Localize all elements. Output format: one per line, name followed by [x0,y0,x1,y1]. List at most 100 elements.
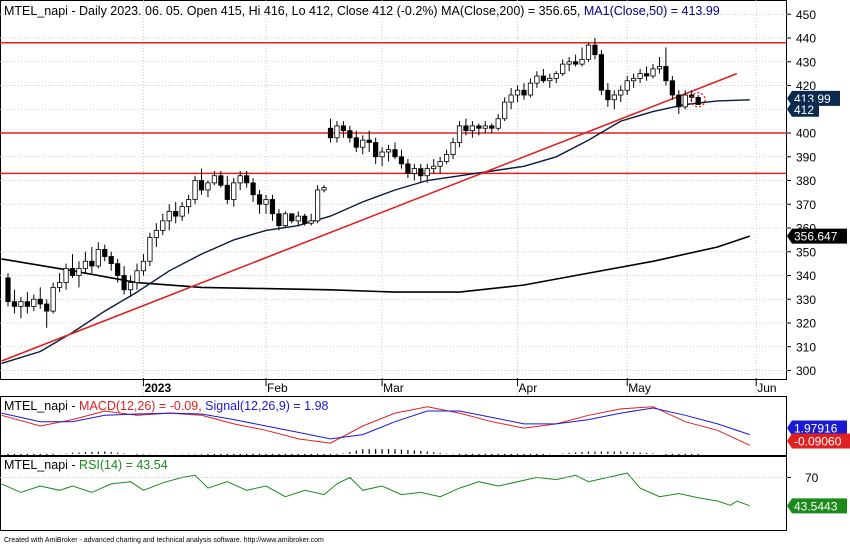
candle [76,261,82,288]
candle-body [392,149,398,158]
date-label-Jun: Jun [757,381,776,395]
candle-body [282,213,288,227]
candle [650,64,656,79]
trendline [1,72,738,362]
candle-body [102,248,108,257]
candle-body [308,220,314,224]
candle [276,209,282,231]
candle-body [643,73,650,77]
candle [437,156,443,174]
candle-body [302,215,308,224]
candle [566,57,572,72]
candle [185,194,192,214]
candles [5,38,701,328]
candle [663,47,669,86]
candle [31,294,37,312]
candle [37,287,43,309]
candle [527,78,534,98]
candle-body [624,80,630,91]
rsi-line [1,472,750,507]
macd-flag-signal-text: 1.97916 [794,422,838,436]
candle-body [211,175,217,184]
candle-body [443,153,450,162]
macd-title: MTEL_napi - MACD(12,26) = -0.09, Signal(… [4,399,329,413]
candle-body [521,89,527,96]
price-flag-1: 412 [787,101,819,117]
candle [521,83,527,100]
candle-body [663,66,669,82]
candle [579,47,585,67]
candle-body [418,168,424,177]
candle [598,49,605,95]
date-label-May: May [628,381,651,395]
candle [224,175,230,205]
candle [456,121,463,148]
candle-body [115,263,121,276]
candle-body [82,260,88,269]
ma50-line [1,99,750,365]
candle-body [547,77,553,82]
price-flag-1-bg [787,101,819,117]
footer-credit: Created with AmiBroker - advanced charti… [4,537,324,544]
candle-body [379,151,385,158]
rsi-value-flags: 43.5443 [787,498,847,514]
candle-body [527,82,534,96]
candle-body [463,125,469,132]
candle-body [514,89,521,96]
candle [676,90,682,114]
candle-body [676,94,682,108]
candle-body [489,125,495,129]
date-label-Mar: Mar [383,381,404,395]
tick-label-450: 450 [796,8,816,22]
candle [379,147,385,167]
candle-body [560,63,566,75]
candle-body [18,301,24,307]
tick-label-440: 440 [796,32,816,46]
candle-body [469,125,476,132]
macd-flag-macd-text: -0.09060 [794,435,842,449]
candle-body [631,77,637,82]
candle [366,130,372,152]
rsi-title: MTEL_napi - RSI(14) = 43.54 [4,458,168,472]
macd-flag-macd-bg [787,433,850,449]
candle-body [476,125,482,129]
candle-body [360,139,366,148]
candle [340,121,347,138]
candle [211,171,217,186]
candle-body [192,180,198,200]
candle [547,73,553,88]
rsi-flag-0-bg [787,498,847,514]
candle [95,242,101,269]
candle-body [244,175,250,184]
candle-body [37,298,43,305]
candle [573,54,579,67]
candle-body [295,215,301,222]
candle-body [366,139,372,143]
candle [231,178,237,207]
candle [302,213,308,226]
candle-body [224,184,230,200]
candle [153,223,159,247]
candle-body [353,137,359,148]
candle [282,211,288,228]
candle-body [573,61,579,65]
tick-label-350: 350 [796,245,816,259]
candle [431,159,437,174]
candle [121,266,127,295]
candle [463,118,469,136]
tick-label-380: 380 [796,174,816,188]
candle-body [185,199,192,208]
candle [263,194,269,214]
candle-body [424,168,430,177]
candle-body [553,73,559,79]
candle [205,180,211,198]
candle [269,194,276,221]
candle [624,76,630,95]
tick-label-430: 430 [796,55,816,69]
candle [347,125,353,143]
trendline-red [1,72,738,362]
candle-body [134,270,140,284]
candle [237,171,243,190]
tick-label-400: 400 [796,127,816,141]
date-label-Apr: Apr [519,381,538,395]
